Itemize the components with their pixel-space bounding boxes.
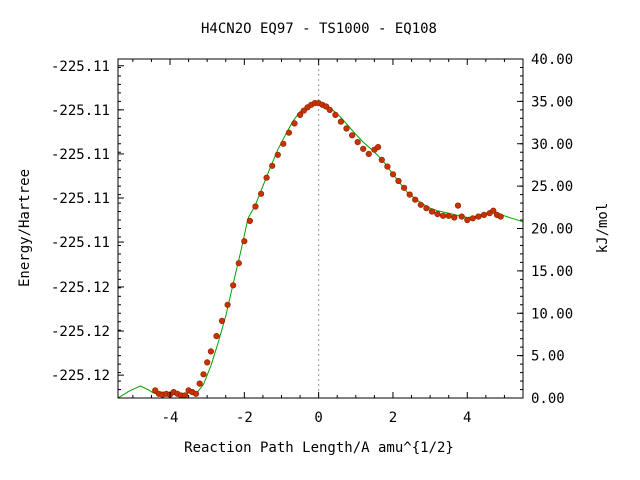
data-points [152,99,504,399]
data-point [280,140,287,147]
data-point [207,348,214,355]
data-point [365,150,372,157]
data-point [326,106,333,113]
data-point [349,132,356,139]
y-right-tick-label: 20.00 [531,222,573,238]
y-left-tick-label: -225.12 [51,324,110,340]
data-point [384,163,391,170]
data-point [200,371,207,378]
y-right-tick-label: 40.00 [531,52,573,68]
data-point [213,333,220,340]
y-right-tick-label: 10.00 [531,306,573,322]
data-point [451,214,458,221]
data-point [454,202,462,209]
data-point [490,207,497,214]
data-point [235,260,242,267]
data-point [464,216,471,224]
data-point [218,317,226,325]
y-axis-right: 40.00 35.00 30.00 25.00 20.00 15.00 10.00 5.00 0… [517,52,573,407]
data-point [354,139,361,146]
data-point [445,212,452,219]
data-point [480,211,488,218]
data-point [406,191,413,198]
data-point [434,211,441,218]
y-axis-label-right: kJ/mol [595,203,611,254]
data-point [395,177,402,185]
data-point [181,392,188,399]
data-point [241,238,248,245]
y-right-tick-label: 35.00 [531,94,573,110]
data-point [417,201,424,208]
y-left-tick-label: -225.12 [51,280,110,296]
y-axis-left: -225.11 -225.11 -225.11 -225.11 -225.11 -225.… [51,59,124,399]
data-point [269,162,276,169]
data-point [246,217,253,224]
y-right-tick-label: 25.00 [531,179,573,195]
data-point [475,213,482,220]
energy-curve [117,103,524,399]
data-point [337,118,345,125]
data-point [204,359,211,366]
data-point [332,111,339,118]
data-point [291,120,298,127]
data-point [440,212,447,219]
x-tick-label: 4 [463,410,471,426]
data-point [258,190,265,197]
data-point [252,203,259,210]
plot-frame [117,58,524,399]
y-right-tick-label: 5.00 [531,349,565,365]
x-tick-label: -4 [162,410,179,426]
data-point [375,144,382,151]
y-left-tick-label: -225.11 [51,59,110,75]
y-right-tick-label: 15.00 [531,264,573,280]
data-point [389,171,397,178]
data-point [343,125,350,132]
data-point [360,145,367,152]
chart-title: H4CN2O EQ97 - TS1000 - EQ108 [201,21,437,37]
data-point [378,156,385,163]
data-point [263,174,270,181]
x-tick-label: -2 [236,410,253,426]
y-left-tick-label: -225.11 [51,147,110,163]
x-tick-label: 0 [314,410,322,426]
x-axis-label: Reaction Path Length/A amu^{1/2} [184,440,454,456]
data-point [196,380,203,387]
data-point [192,390,200,397]
y-left-tick-label: -225.11 [51,103,110,119]
data-point [428,208,436,215]
y-left-tick-label: -225.12 [51,368,110,384]
data-point [230,282,237,289]
y-right-tick-label: 0.00 [531,391,565,407]
y-axis-label-left: Energy/Hartree [17,169,33,287]
y-left-tick-label: -225.11 [51,191,110,207]
data-point [297,111,304,118]
x-tick-label: 2 [389,410,397,426]
data-point [401,184,408,191]
data-point [497,213,504,220]
plot-area [117,58,524,399]
data-point [224,301,231,308]
y-right-tick-label: 30.00 [531,137,573,153]
y-left-tick-label: -225.11 [51,235,110,251]
data-point [412,196,419,203]
data-point [469,215,476,222]
data-point [274,151,281,158]
data-point [285,129,293,136]
x-axis: -4 -2 0 2 4 [132,59,505,426]
data-point [458,213,465,220]
data-point [423,205,430,212]
